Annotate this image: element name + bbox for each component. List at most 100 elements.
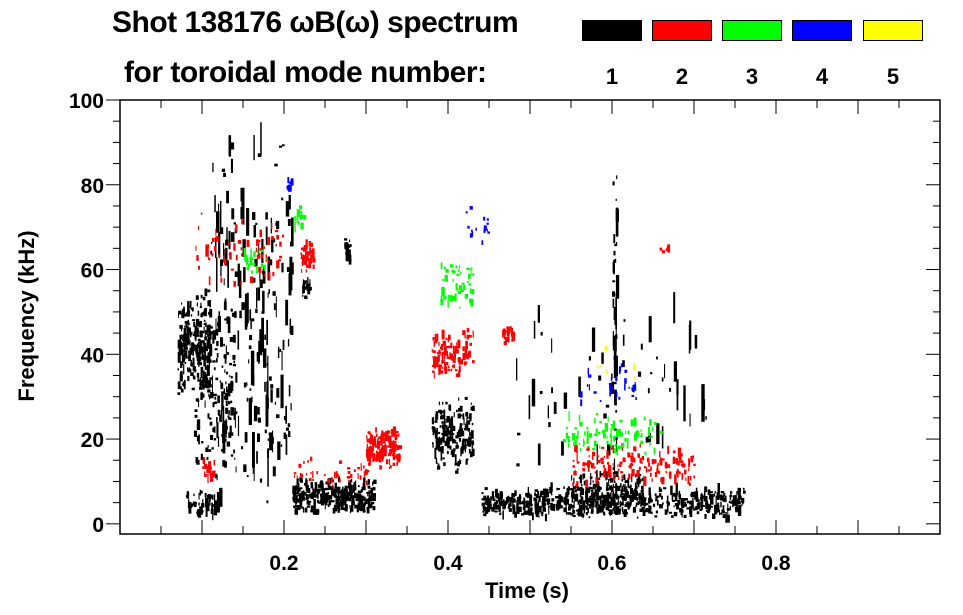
spectrum-mark-mode-2: [394, 436, 398, 441]
spectrum-mark-mode-2: [505, 336, 508, 342]
spectrum-mark-mode-2: [366, 436, 368, 439]
spectrum-mark-mode-1: [199, 386, 203, 390]
spectrum-mark-mode-4: [486, 222, 489, 225]
spectrum-mark-mode-2: [576, 481, 579, 486]
spectrum-mark-mode-1: [466, 418, 468, 422]
spectrum-mark-mode-3: [568, 443, 570, 448]
spectrum-mark-mode-1: [260, 122, 262, 156]
spectrum-mark-mode-1: [195, 295, 199, 300]
spectrum-mark-mode-1: [204, 366, 208, 370]
spectrum-mark-mode-1: [190, 362, 194, 367]
spectrum-mark-mode-1: [432, 429, 435, 436]
spectrum-mark-mode-1: [310, 496, 313, 499]
spectrum-mark-mode-4: [471, 229, 473, 233]
spectrum-mark-mode-1: [583, 480, 586, 486]
spectrum-mark-mode-1: [686, 507, 690, 510]
spectrum-mark-mode-1: [692, 508, 696, 511]
spectrum-mark-mode-3: [253, 251, 256, 258]
spectrum-mark-mode-1: [696, 511, 700, 515]
spectrum-mark-mode-3: [610, 423, 613, 427]
spectrum-mark-mode-2: [672, 450, 676, 454]
spectrum-mark-mode-1: [299, 479, 303, 483]
spectrum-mark-mode-2: [235, 254, 238, 261]
spectrum-mark-mode-3: [443, 290, 446, 294]
spectrum-mark-mode-1: [721, 509, 724, 514]
spectrum-mark-mode-2: [455, 342, 457, 346]
spectrum-mark-mode-2: [678, 471, 681, 475]
spectrum-mark-mode-2: [338, 478, 341, 483]
spectrum-mark-mode-1: [207, 389, 211, 393]
spectrum-mark-mode-1: [352, 501, 355, 506]
spectrum-mark-mode-2: [272, 271, 275, 277]
spectrum-mark-mode-1: [619, 502, 623, 505]
spectrum-mark-mode-1: [572, 486, 576, 489]
spectrum-mark-mode-2: [276, 260, 280, 269]
spectrum-mark-mode-3: [574, 427, 577, 430]
spectrum-mark-mode-1: [461, 450, 464, 454]
spectrum-mark-mode-2: [604, 469, 606, 478]
spectrum-mark-mode-1: [534, 506, 537, 515]
spectrum-mark-mode-1: [349, 484, 351, 488]
spectrum-mark-mode-2: [279, 255, 283, 259]
spectrum-mark-mode-1: [535, 494, 539, 499]
spectrum-mark-mode-1: [440, 448, 444, 454]
spectrum-mark-mode-1: [324, 500, 328, 503]
spectrum-mark-mode-1: [202, 296, 206, 301]
spectrum-mark-mode-3: [571, 433, 576, 441]
spectrum-mark-mode-1: [437, 463, 440, 467]
spectrum-mark-mode-1: [194, 409, 198, 412]
spectrum-mark-mode-1: [340, 499, 344, 510]
spectrum-mark-mode-1: [454, 454, 457, 464]
spectrum-mark-mode-1: [255, 222, 258, 226]
spectrum-mark-mode-1: [615, 410, 618, 413]
spectrum-mark-mode-1: [268, 259, 273, 266]
spectrum-mark-mode-1: [671, 495, 674, 501]
spectrum-mark-mode-3: [442, 279, 445, 282]
spectrum-mark-mode-3: [249, 259, 253, 265]
spectrum-mark-mode-2: [612, 476, 616, 481]
spectrum-mark-mode-2: [255, 247, 258, 253]
spectrum-mark-mode-2: [436, 358, 439, 367]
spectrum-mark-mode-1: [190, 352, 193, 355]
spectrum-mark-mode-1: [618, 509, 621, 515]
spectrum-mark-mode-4: [624, 369, 628, 373]
spectrum-mark-mode-2: [307, 460, 309, 463]
spectrum-mark-mode-1: [607, 444, 611, 456]
spectrum-mark-mode-1: [354, 493, 358, 499]
spectrum-mark-mode-2: [300, 252, 302, 255]
spectrum-mark-mode-1: [206, 456, 209, 461]
spectrum-mark-mode-1: [612, 181, 615, 186]
y-tick-label: 0: [92, 514, 104, 537]
spectrum-mark-mode-3: [457, 290, 462, 294]
spectrum-mark-mode-1: [199, 333, 203, 338]
spectrum-mark-mode-1: [217, 316, 221, 332]
spectrum-mark-mode-1: [254, 259, 258, 267]
spectrum-mark-mode-1: [335, 500, 340, 505]
spectrum-mark-mode-1: [612, 291, 615, 297]
spectrum-mark-mode-1: [244, 432, 248, 443]
spectrum-mark-mode-1: [623, 497, 627, 500]
spectrum-mark-mode-1: [608, 479, 610, 487]
spectrum-mark-mode-1: [186, 331, 190, 338]
spectrum-mark-mode-2: [301, 247, 304, 251]
spectrum-mark-mode-1: [681, 509, 684, 513]
spectrum-mark-mode-1: [331, 500, 335, 503]
spectrum-mark-mode-1: [602, 511, 606, 515]
spectrum-mark-mode-1: [217, 503, 220, 513]
spectrum-mark-mode-1: [299, 503, 301, 509]
spectrum-mark-mode-2: [466, 355, 469, 360]
spectrum-mark-mode-1: [180, 371, 183, 375]
spectrum-mark-mode-2: [677, 447, 682, 458]
spectrum-mark-mode-1: [547, 405, 549, 419]
spectrum-mark-mode-2: [624, 483, 626, 486]
spectrum-mark-mode-1: [580, 489, 584, 495]
spectrum-mark-mode-1: [498, 505, 501, 512]
spectrum-mark-mode-2: [682, 463, 686, 468]
spectrum-mark-mode-2: [678, 455, 682, 463]
spectrum-mark-mode-1: [722, 505, 725, 511]
spectrum-mark-mode-1: [204, 363, 206, 367]
spectrum-mark-mode-1: [220, 409, 222, 415]
spectrum-mark-mode-1: [248, 397, 252, 426]
spectrum-mark-mode-1: [356, 505, 359, 513]
spectrum-mark-mode-1: [611, 373, 613, 380]
